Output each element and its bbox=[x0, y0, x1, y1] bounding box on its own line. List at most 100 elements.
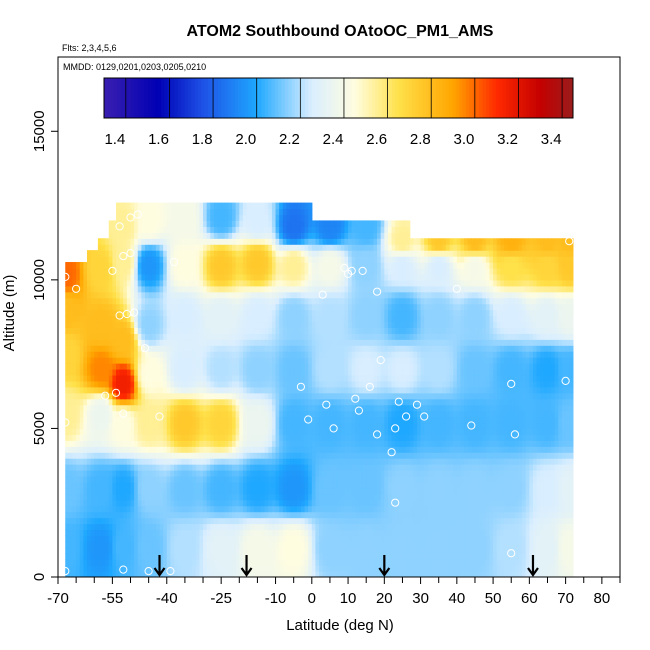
heatmap-cell bbox=[315, 470, 320, 477]
heatmap-cell bbox=[221, 374, 226, 382]
heatmap-cell bbox=[326, 374, 331, 382]
heatmap-cell bbox=[206, 505, 211, 513]
heatmap-cell bbox=[282, 428, 288, 435]
heatmap-cell bbox=[184, 571, 190, 577]
heatmap-cell bbox=[155, 493, 161, 501]
heatmap-cell bbox=[68, 398, 74, 406]
heatmap-cell bbox=[152, 357, 157, 364]
heatmap-cell bbox=[112, 297, 117, 305]
heatmap-cell bbox=[264, 244, 269, 251]
heatmap-cell bbox=[90, 547, 95, 554]
heatmap-cell bbox=[224, 380, 230, 388]
heatmap-cell bbox=[159, 226, 164, 233]
heatmap-cell bbox=[322, 499, 327, 507]
heatmap-cell bbox=[224, 333, 230, 340]
heatmap-cell bbox=[337, 553, 342, 560]
heatmap-cell bbox=[137, 422, 142, 430]
heatmap-cell bbox=[286, 571, 291, 577]
heatmap-cell bbox=[322, 250, 327, 257]
heatmap-cell bbox=[351, 565, 356, 572]
heatmap-cell bbox=[224, 475, 230, 483]
heatmap-cell bbox=[72, 499, 77, 507]
heatmap-cell bbox=[297, 511, 302, 519]
heatmap-cell bbox=[203, 297, 208, 305]
heatmap-cell bbox=[221, 523, 226, 531]
heatmap-cell bbox=[119, 321, 124, 328]
heatmap-cell bbox=[293, 422, 298, 430]
heatmap-cell bbox=[337, 345, 342, 352]
heatmap-cell bbox=[224, 202, 230, 210]
heatmap-cell bbox=[184, 470, 190, 477]
heatmap-cell bbox=[155, 422, 161, 430]
heatmap-cell bbox=[123, 202, 128, 210]
heatmap-cell bbox=[174, 458, 179, 465]
heatmap-cell bbox=[293, 392, 298, 400]
heatmap-cell bbox=[97, 565, 103, 572]
heatmap-cell bbox=[246, 327, 251, 334]
heatmap-cell bbox=[217, 416, 222, 424]
heatmap-cell bbox=[94, 404, 99, 412]
heatmap-cell bbox=[264, 220, 269, 227]
heatmap-cell bbox=[228, 374, 233, 382]
heatmap-cell bbox=[141, 232, 146, 239]
heatmap-cell bbox=[340, 345, 346, 352]
heatmap-cell bbox=[166, 553, 171, 560]
heatmap-cell bbox=[199, 404, 204, 412]
heatmap-cell bbox=[145, 446, 150, 453]
heatmap-cell bbox=[166, 339, 171, 346]
heatmap-cell bbox=[300, 517, 306, 525]
heatmap-cell bbox=[224, 220, 230, 227]
heatmap-cell bbox=[300, 333, 306, 340]
heatmap-cell bbox=[319, 363, 324, 370]
heatmap-cell bbox=[253, 327, 259, 334]
heatmap-cell bbox=[72, 422, 77, 430]
heatmap-cell bbox=[261, 410, 266, 418]
heatmap-cell bbox=[148, 422, 153, 430]
heatmap-cell bbox=[246, 529, 251, 536]
heatmap-cell bbox=[177, 553, 182, 560]
heatmap-cell bbox=[319, 481, 324, 489]
heatmap-cell bbox=[170, 428, 175, 435]
heatmap-cell bbox=[184, 475, 190, 483]
heatmap-cell bbox=[322, 238, 327, 245]
heatmap-cell bbox=[253, 505, 259, 513]
heatmap-cell bbox=[97, 493, 103, 501]
heatmap-cell bbox=[79, 303, 84, 311]
heatmap-cell bbox=[203, 291, 208, 299]
heatmap-cell bbox=[235, 363, 240, 370]
heatmap-cell bbox=[72, 357, 77, 364]
heatmap-cell bbox=[166, 529, 171, 536]
heatmap-cell bbox=[322, 351, 327, 358]
heatmap-cell bbox=[195, 505, 201, 513]
heatmap-cell bbox=[221, 369, 226, 376]
heatmap-cell bbox=[351, 410, 356, 418]
heatmap-cell bbox=[83, 404, 88, 412]
heatmap-cell bbox=[192, 232, 197, 239]
heatmap-cell bbox=[210, 428, 215, 435]
heatmap-cell bbox=[304, 214, 309, 222]
heatmap-cell bbox=[348, 529, 353, 536]
heatmap-cell bbox=[337, 386, 342, 394]
heatmap-cell bbox=[293, 404, 298, 412]
heatmap-cell bbox=[333, 458, 338, 465]
heatmap-cell bbox=[337, 535, 342, 542]
heatmap-cell bbox=[333, 404, 338, 412]
heatmap-cell bbox=[257, 214, 262, 222]
heatmap-cell bbox=[253, 279, 259, 287]
heatmap-cell bbox=[293, 535, 298, 542]
heatmap-cell bbox=[344, 440, 349, 447]
heatmap-cell bbox=[344, 345, 349, 352]
heatmap-cell bbox=[246, 535, 251, 542]
heatmap-cell bbox=[326, 428, 331, 435]
heatmap-cell bbox=[90, 422, 95, 430]
heatmap-cell bbox=[90, 535, 95, 542]
heatmap-cell bbox=[242, 535, 248, 542]
heatmap-cell bbox=[282, 565, 288, 572]
heatmap-cell bbox=[308, 256, 313, 263]
heatmap-cell bbox=[217, 559, 222, 566]
heatmap-cell bbox=[159, 464, 164, 471]
heatmap-cell bbox=[141, 380, 146, 388]
heatmap-cell bbox=[192, 386, 197, 394]
heatmap-cell bbox=[268, 327, 273, 334]
heatmap-cell bbox=[282, 529, 288, 536]
